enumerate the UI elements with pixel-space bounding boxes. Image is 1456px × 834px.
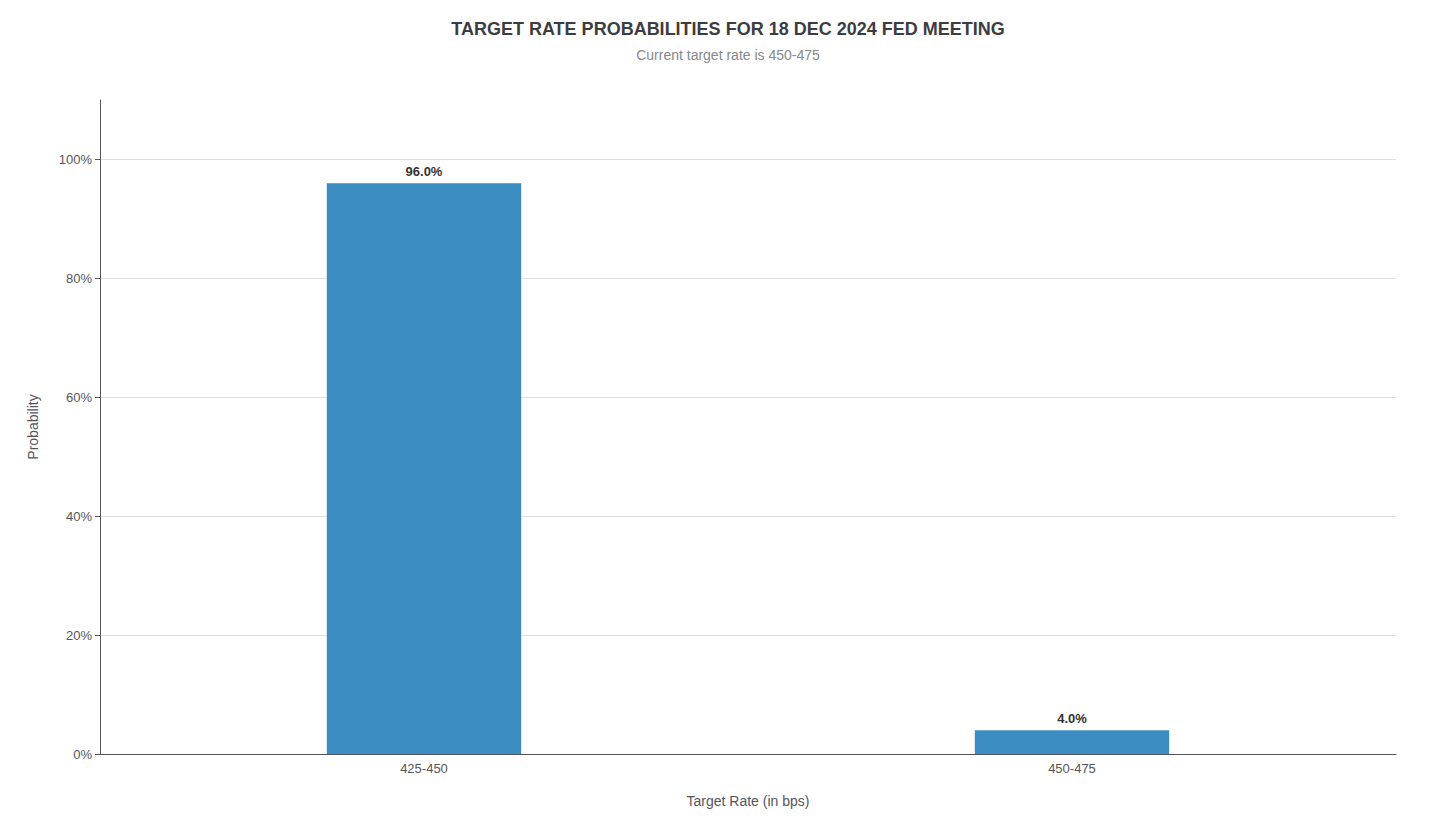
svg-text:4.0%: 4.0% [1057,711,1087,726]
svg-text:100%: 100% [59,152,93,167]
svg-text:Probability: Probability [25,394,41,459]
svg-text:96.0%: 96.0% [406,164,443,179]
svg-text:TARGET RATE PROBABILITIES FOR: TARGET RATE PROBABILITIES FOR 18 DEC 202… [451,19,1004,39]
svg-text:80%: 80% [66,271,92,286]
svg-text:40%: 40% [66,509,92,524]
svg-text:Target Rate (in bps): Target Rate (in bps) [687,793,810,809]
svg-text:425-450: 425-450 [400,761,448,776]
svg-text:Current target rate is 450-475: Current target rate is 450-475 [636,47,820,63]
svg-text:0%: 0% [73,747,92,762]
svg-text:60%: 60% [66,390,92,405]
svg-text:450-475: 450-475 [1048,761,1096,776]
svg-text:20%: 20% [66,628,92,643]
